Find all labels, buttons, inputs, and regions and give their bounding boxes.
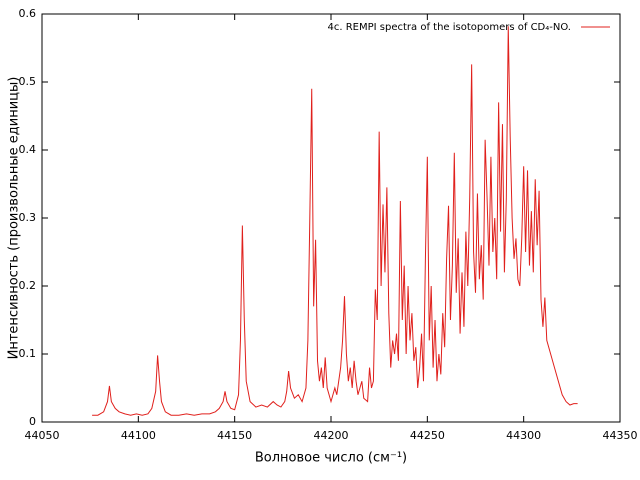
- x-tick-label: 44250: [410, 429, 445, 442]
- y-tick-label: 0.6: [19, 7, 37, 20]
- y-tick-label: 0: [29, 415, 36, 428]
- x-tick-label: 44300: [506, 429, 541, 442]
- x-tick-label: 44150: [217, 429, 252, 442]
- y-tick-label: 0.5: [19, 75, 37, 88]
- y-tick-label: 0.2: [19, 279, 37, 292]
- x-tick-label: 44100: [121, 429, 156, 442]
- series-line: [92, 26, 578, 416]
- y-tick-label: 0.1: [19, 347, 37, 360]
- x-tick-label: 44350: [603, 429, 638, 442]
- x-tick-label: 44050: [25, 429, 60, 442]
- y-tick-label: 0.4: [19, 143, 37, 156]
- x-axis-label: Волновое число (см⁻¹): [255, 451, 407, 466]
- legend-label: 4c. REMPI spectra of the isotopomers of …: [328, 22, 571, 33]
- y-tick-label: 0.3: [19, 211, 37, 224]
- x-tick-label: 44200: [314, 429, 349, 442]
- y-axis-label: Интенсивность (произвольные единицы): [7, 77, 22, 360]
- plot-border: [41, 13, 621, 423]
